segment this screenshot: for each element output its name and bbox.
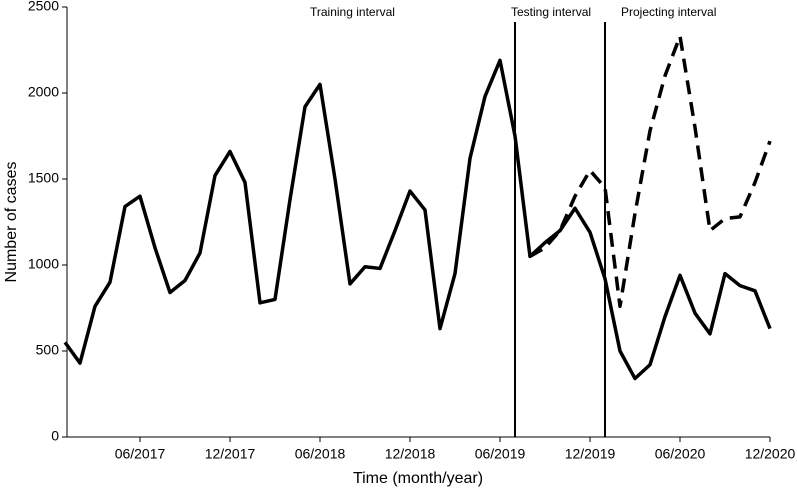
x-tick-label: 12/2018	[385, 446, 436, 462]
x-axis-label: Time (month/year)	[353, 470, 483, 487]
x-tick-label: 12/2020	[745, 446, 796, 462]
series-line	[529, 34, 772, 309]
annotation: Projecting interval	[621, 5, 716, 19]
y-tick-label: 2000	[28, 84, 59, 100]
x-tick-label: 12/2019	[565, 446, 616, 462]
x-tick-label: 06/2020	[655, 446, 706, 462]
x-tick-label: 06/2019	[475, 446, 526, 462]
y-tick-label: 2500	[28, 0, 59, 14]
x-tick-label: 06/2017	[115, 446, 166, 462]
annotation: Training interval	[310, 5, 395, 19]
annotation: Testing interval	[511, 5, 591, 19]
series-line	[63, 58, 772, 381]
y-tick-label: 0	[51, 428, 59, 444]
x-tick-label: 06/2018	[295, 446, 346, 462]
y-tick-label: 500	[36, 342, 60, 358]
x-tick-label: 12/2017	[205, 446, 256, 462]
y-axis-label: Number of cases	[3, 162, 20, 283]
y-tick-label: 1500	[28, 170, 59, 186]
y-tick-label: 1000	[28, 256, 59, 272]
